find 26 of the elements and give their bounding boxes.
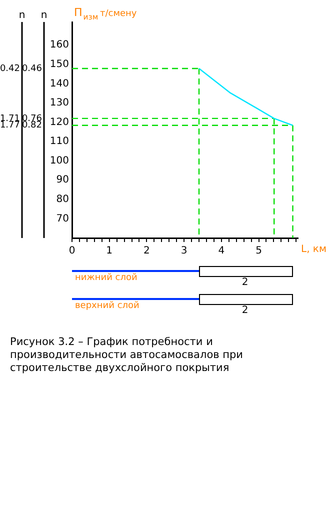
x-tick-label: 0 — [68, 246, 76, 257]
y-tick-label: 150 — [50, 59, 69, 70]
y-tick-label: 140 — [50, 78, 69, 90]
y3-axis-title: n — [18, 10, 26, 21]
text: 2 — [242, 277, 248, 288]
y-tick-label: 110 — [50, 136, 69, 148]
x-tick-label: 1 — [106, 246, 113, 257]
y-tick-label: 80 — [56, 194, 69, 206]
text: нижний слой — [75, 273, 138, 283]
text: Рисунок 3.2 – График потребности и производительности автосамосвалов при строительстве двухслойного покрытия — [10, 336, 244, 375]
x-tick-label: 4 — [218, 246, 225, 257]
x-tick-label: 3 — [180, 246, 188, 257]
y-tick-label: 100 — [50, 155, 69, 166]
y-tick-label: 70 — [56, 213, 69, 224]
text: 2 — [242, 305, 248, 316]
y-tick-label: 160 — [50, 40, 69, 51]
x-tick-label: 2 — [144, 246, 150, 257]
text: 0.42 — [0, 64, 20, 74]
y-tick-label: 120 — [50, 116, 69, 128]
x-tick-label: 5 — [256, 246, 262, 257]
text: 0.46 — [22, 64, 42, 74]
y-tick-label: 90 — [56, 174, 69, 186]
x-axis-title: L, км — [301, 244, 327, 255]
text: верхний слой — [75, 301, 140, 311]
y2-axis-title: n — [40, 10, 48, 21]
y-tick-label: 130 — [50, 98, 69, 109]
